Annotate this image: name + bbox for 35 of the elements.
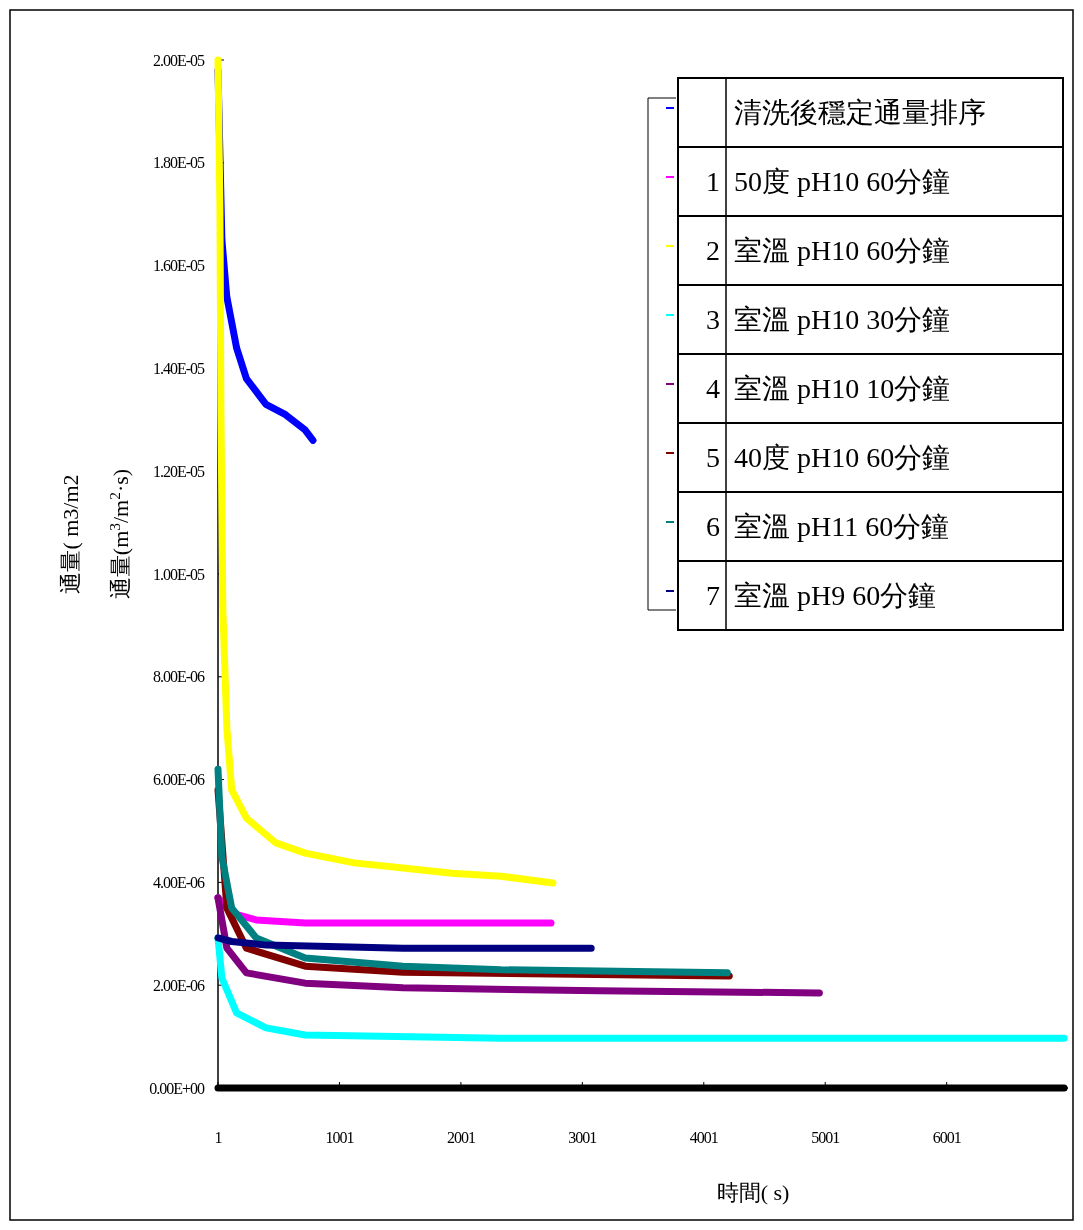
legend-label: 50度 pH10 60分鐘 <box>734 166 951 198</box>
y-tick-label: 1.80E-05 <box>152 154 205 172</box>
annotation: 4 <box>706 373 720 405</box>
annotation: 7 <box>706 580 720 612</box>
y-tick-label: 4.00E-06 <box>152 874 205 891</box>
x-tick-label: 4001 <box>689 1129 719 1146</box>
y-tick-label: 1.20E-05 <box>152 462 205 480</box>
y-tick-label: 8.00E-06 <box>152 668 205 686</box>
y-tick-label: 2.00E-06 <box>152 976 205 994</box>
x-tick-label: 5001 <box>811 1129 841 1146</box>
legend-label: 40度 pH10 60分鐘 <box>734 442 951 474</box>
y-tick-label: 0.00E+00 <box>149 1079 205 1097</box>
annotation: 2 <box>706 235 720 267</box>
y-tick-label: 2.00E-05 <box>152 51 205 69</box>
annotation: 1 <box>706 166 720 198</box>
legend-label: 室溫 pH9 60分鐘 <box>734 580 937 612</box>
y-tick-label: 1.00E-05 <box>152 565 205 583</box>
legend-label: 室溫 pH10 60分鐘 <box>734 235 951 267</box>
annotation: 6 <box>706 511 720 543</box>
annotation: 5 <box>706 442 720 474</box>
y-tick-label: 6.00E-06 <box>152 771 205 789</box>
legend-label: 室溫 pH10 30分鐘 <box>734 304 951 336</box>
y-tick-label: 1.40E-05 <box>152 360 205 377</box>
legend-label: 室溫 pH11 60分鐘 <box>734 511 950 543</box>
x-tick-label: 2001 <box>446 1129 476 1146</box>
x-tick-label: 6001 <box>932 1129 962 1146</box>
x-tick-label: 3001 <box>568 1129 598 1146</box>
y-tick-label: 1.60E-05 <box>152 257 205 275</box>
annotation: 3 <box>706 304 720 336</box>
legend-title: 清洗後穩定通量排序 <box>734 97 986 129</box>
x-tick-label: 1001 <box>325 1129 355 1146</box>
x-axis-title: 時間( s) <box>716 1180 790 1205</box>
x-tick-label: 1 <box>214 1129 223 1146</box>
text: 通量( m3/m2 <box>58 474 83 594</box>
legend-label: 室溫 pH10 10分鐘 <box>734 373 951 405</box>
